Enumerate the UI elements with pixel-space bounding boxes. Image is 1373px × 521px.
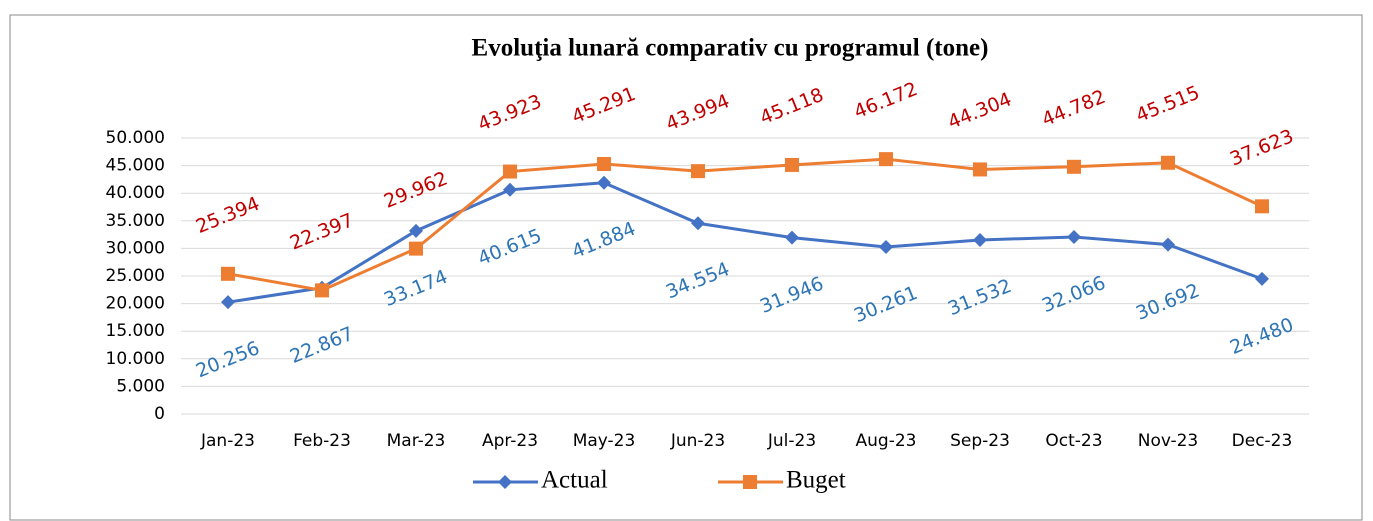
x-tick-label: Sep-23 <box>950 431 1010 451</box>
marker <box>1161 237 1175 252</box>
marker <box>503 164 517 179</box>
marker <box>221 295 235 310</box>
marker <box>1067 159 1081 174</box>
x-tick-label: Nov-23 <box>1138 431 1199 451</box>
marker <box>691 164 705 179</box>
marker <box>1255 199 1269 214</box>
marker <box>785 230 799 245</box>
marker <box>409 223 423 238</box>
marker <box>221 266 235 281</box>
y-tick-label: 30.000 <box>106 238 165 258</box>
legend-label: Buget <box>786 467 846 494</box>
marker <box>1255 271 1269 286</box>
marker <box>743 475 757 489</box>
x-tick-label: Jan-23 <box>200 431 255 451</box>
marker <box>597 175 611 190</box>
y-tick-label: 20.000 <box>106 294 165 314</box>
marker <box>973 232 987 247</box>
y-tick-label: 45.000 <box>106 156 165 176</box>
chart-frame <box>9 14 1363 521</box>
marker <box>1161 155 1175 170</box>
x-tick-label: Dec-23 <box>1232 431 1293 451</box>
y-tick-label: 50.000 <box>106 128 165 148</box>
y-tick-label: 15.000 <box>106 321 165 341</box>
x-tick-label: Apr-23 <box>482 431 538 451</box>
x-tick-label: Jul-23 <box>767 431 816 451</box>
y-tick-label: 10.000 <box>106 349 165 369</box>
x-tick-label: Oct-23 <box>1045 431 1102 451</box>
x-tick-label: May-23 <box>573 431 636 451</box>
y-tick-label: 40.000 <box>106 183 165 203</box>
marker <box>879 239 893 254</box>
marker <box>973 162 987 177</box>
marker <box>503 182 517 197</box>
marker <box>498 475 512 489</box>
x-tick-label: Aug-23 <box>856 431 917 451</box>
marker <box>691 216 705 231</box>
series-line <box>227 157 1263 292</box>
y-tick-label: 35.000 <box>106 211 165 231</box>
marker <box>315 283 329 298</box>
y-tick-label: 0 <box>154 404 165 424</box>
x-tick-label: Mar-23 <box>387 431 446 451</box>
y-tick-label: 25.000 <box>106 266 165 286</box>
marker <box>785 157 799 172</box>
x-tick-label: Feb-23 <box>293 431 351 451</box>
series-line <box>227 181 1263 304</box>
legend-item: Buget <box>718 467 846 494</box>
marker <box>409 241 423 256</box>
x-tick-label: Jun-23 <box>670 431 725 451</box>
chart-title: Evoluţia lunară comparativ cu programul … <box>472 35 989 62</box>
legend-label: Actual <box>541 467 608 494</box>
marker <box>879 152 893 167</box>
marker <box>1067 229 1081 244</box>
y-tick-label: 5.000 <box>116 376 165 396</box>
marker <box>597 156 611 171</box>
legend-item: Actual <box>473 467 608 494</box>
